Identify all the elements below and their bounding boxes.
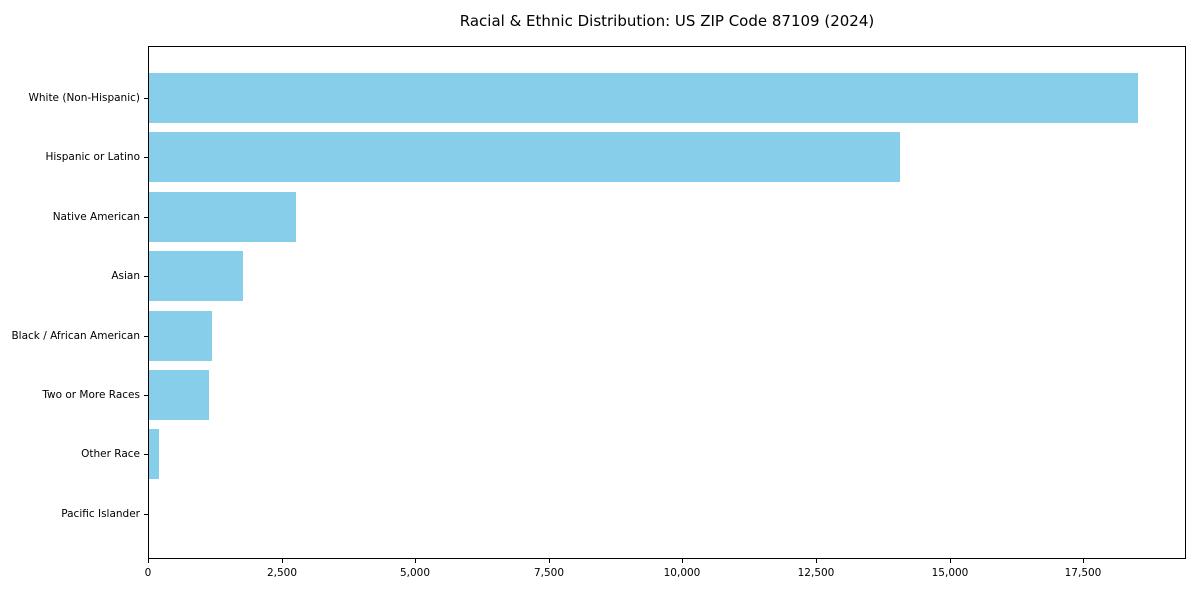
x-tick-mark bbox=[950, 559, 951, 563]
bar bbox=[149, 132, 900, 182]
y-tick-label: Black / African American bbox=[11, 330, 140, 342]
x-tick-mark bbox=[148, 559, 149, 563]
x-tick-label: 17,500 bbox=[1064, 567, 1102, 579]
y-tick-mark bbox=[144, 336, 148, 337]
x-tick-mark bbox=[682, 559, 683, 563]
plot-area bbox=[148, 46, 1186, 559]
x-tick-mark bbox=[282, 559, 283, 563]
x-tick-label: 0 bbox=[144, 567, 152, 579]
bar bbox=[149, 73, 1138, 123]
y-tick-label: White (Non-Hispanic) bbox=[28, 92, 140, 104]
y-tick-label: Hispanic or Latino bbox=[45, 151, 140, 163]
x-tick-label: 12,500 bbox=[797, 567, 835, 579]
x-tick-label: 2,500 bbox=[266, 567, 298, 579]
x-tick-label: 10,000 bbox=[663, 567, 701, 579]
x-tick-label: 5,000 bbox=[399, 567, 431, 579]
y-tick-label: Other Race bbox=[81, 448, 140, 460]
y-tick-label: Pacific Islander bbox=[61, 508, 140, 520]
x-tick-mark bbox=[1083, 559, 1084, 563]
x-tick-mark bbox=[415, 559, 416, 563]
y-tick-label: Two or More Races bbox=[42, 389, 140, 401]
chart-title: Racial & Ethnic Distribution: US ZIP Cod… bbox=[459, 12, 875, 30]
x-tick-mark bbox=[816, 559, 817, 563]
bar bbox=[149, 429, 159, 479]
x-tick-label: 15,000 bbox=[931, 567, 969, 579]
x-tick-mark bbox=[549, 559, 550, 563]
y-tick-mark bbox=[144, 217, 148, 218]
bar bbox=[149, 311, 212, 361]
x-tick-label: 7,500 bbox=[533, 567, 565, 579]
y-tick-mark bbox=[144, 98, 148, 99]
bar bbox=[149, 370, 209, 420]
y-tick-label: Native American bbox=[52, 211, 140, 223]
y-tick-mark bbox=[144, 454, 148, 455]
y-tick-label: Asian bbox=[111, 270, 140, 282]
y-tick-mark bbox=[144, 276, 148, 277]
bar bbox=[149, 251, 243, 301]
y-tick-mark bbox=[144, 395, 148, 396]
y-tick-mark bbox=[144, 514, 148, 515]
bar bbox=[149, 192, 296, 242]
y-tick-mark bbox=[144, 157, 148, 158]
